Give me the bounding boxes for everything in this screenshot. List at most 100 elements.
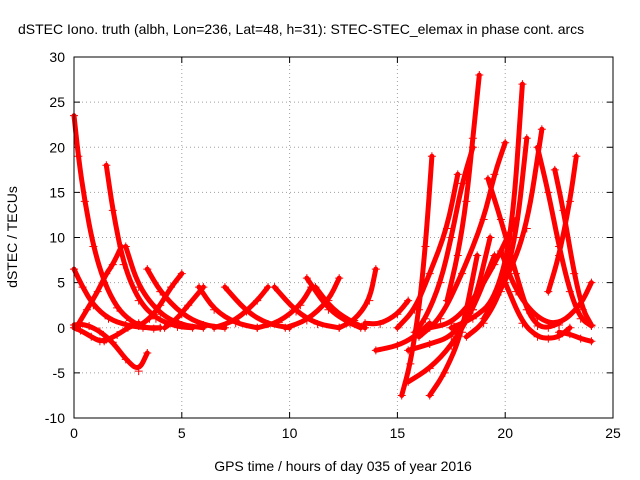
data-point-marker: [565, 287, 574, 296]
data-point-marker: [296, 301, 305, 310]
y-tick-label: 0: [57, 320, 65, 336]
data-point-marker: [78, 283, 87, 292]
data-series-20: [335, 265, 380, 332]
data-point-marker: [121, 355, 130, 364]
data-point-marker: [87, 332, 96, 341]
data-point-marker: [156, 287, 165, 296]
data-series-11: [160, 283, 208, 332]
data-point-marker: [104, 314, 113, 323]
data-point-marker: [143, 265, 152, 274]
plot-series: [70, 71, 596, 400]
data-point-marker: [404, 346, 413, 355]
data-series-8: [100, 319, 143, 346]
data-point-marker: [406, 359, 415, 368]
data-point-marker: [555, 251, 564, 260]
data-point-marker: [427, 152, 436, 161]
data-point-marker: [145, 314, 154, 323]
series-curve: [498, 248, 594, 326]
data-point-marker: [311, 283, 320, 292]
x-tick-label: 10: [282, 425, 298, 441]
data-point-marker: [365, 296, 374, 305]
data-point-marker: [253, 323, 262, 332]
y-tick-label: -5: [53, 365, 66, 381]
data-point-marker: [440, 368, 449, 377]
data-point-marker: [479, 215, 488, 224]
y-tick-label: 25: [49, 94, 65, 110]
data-point-marker: [518, 80, 527, 89]
data-point-marker: [328, 305, 337, 314]
data-point-marker: [220, 283, 229, 292]
data-point-marker: [537, 125, 546, 134]
data-point-marker: [425, 364, 434, 373]
data-point-marker: [113, 303, 122, 312]
data-series-19: [311, 283, 370, 332]
data-point-marker: [274, 318, 283, 327]
data-point-marker: [486, 233, 495, 242]
data-point-marker: [160, 323, 169, 332]
data-point-marker: [436, 314, 445, 323]
data-point-marker: [578, 305, 587, 314]
data-point-marker: [195, 283, 204, 292]
axis-ticks: 0 5 10 15 20 25 -10 -5 0 5 10 15 20 25 30: [45, 49, 621, 441]
data-point-marker: [335, 274, 344, 283]
series-curve: [362, 298, 411, 327]
series-curve: [196, 284, 260, 331]
data-point-marker: [113, 330, 122, 339]
data-point-marker: [544, 188, 553, 197]
data-point-marker: [134, 321, 143, 330]
data-point-marker: [177, 269, 186, 278]
data-point-marker: [108, 206, 117, 215]
data-point-marker: [555, 328, 564, 337]
series-curve: [336, 266, 379, 331]
y-tick-label: 5: [57, 275, 65, 291]
data-point-marker: [414, 305, 423, 314]
data-point-marker: [587, 321, 596, 330]
data-point-marker: [425, 269, 434, 278]
data-point-marker: [483, 174, 492, 183]
data-point-marker: [453, 170, 462, 179]
data-point-marker: [350, 316, 359, 325]
data-series-31: [414, 138, 510, 341]
data-point-marker: [177, 321, 186, 330]
data-point-marker: [533, 143, 542, 152]
gridlines: [74, 57, 613, 418]
data-point-marker: [425, 339, 434, 348]
data-point-marker: [570, 269, 579, 278]
data-point-marker: [156, 301, 165, 310]
data-point-marker: [89, 242, 98, 251]
data-series-41: [496, 247, 596, 330]
data-point-marker: [393, 341, 402, 350]
data-point-marker: [210, 323, 219, 332]
data-point-marker: [134, 283, 143, 292]
y-tick-label: 30: [49, 49, 65, 65]
data-point-marker: [576, 314, 585, 323]
data-point-marker: [533, 332, 542, 341]
data-point-marker: [522, 224, 531, 233]
data-series-28: [404, 251, 499, 386]
data-point-marker: [108, 260, 117, 269]
series-curve: [416, 140, 508, 340]
data-point-marker: [404, 377, 413, 386]
data-point-marker: [376, 320, 385, 329]
data-point-marker: [134, 296, 143, 305]
data-point-marker: [533, 314, 542, 323]
x-tick-label: 15: [390, 425, 406, 441]
series-curve: [254, 284, 314, 331]
x-tick-label: 20: [497, 425, 513, 441]
data-point-marker: [102, 269, 111, 278]
series-curve: [556, 329, 594, 344]
data-point-marker: [555, 321, 564, 330]
data-point-marker: [442, 224, 451, 233]
series-curve: [535, 144, 594, 329]
data-point-marker: [468, 134, 477, 143]
y-tick-label: 15: [49, 184, 65, 200]
y-tick-label: -10: [45, 410, 65, 426]
data-point-marker: [550, 165, 559, 174]
data-point-marker: [587, 278, 596, 287]
data-point-marker: [335, 323, 344, 332]
chart-title: dSTEC Iono. truth (albh, Lon=236, Lat=48…: [18, 21, 584, 37]
data-point-marker: [292, 307, 301, 316]
data-point-marker: [393, 323, 402, 332]
data-point-marker: [80, 197, 89, 206]
data-point-marker: [371, 346, 380, 355]
